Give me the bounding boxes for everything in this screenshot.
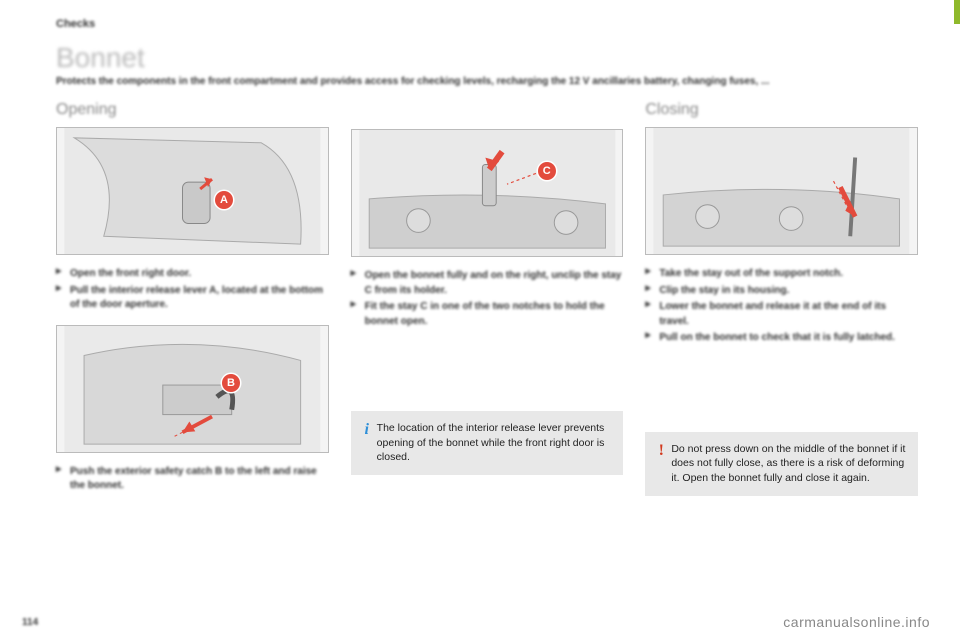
subtitle-closing: Closing [645,101,918,119]
warn-note-text: Do not press down on the middle of the b… [671,442,908,486]
info-icon: i [357,421,377,439]
step-item: Pull the interior release lever A, locat… [56,284,329,313]
section-label: Checks [56,18,918,30]
badge-a: A [215,191,233,209]
badge-b: B [222,374,240,392]
steps-right: Take the stay out of the support notch. … [645,267,918,348]
page-number: 114 [22,617,38,628]
figure-a-svg [57,128,328,254]
col-right: Closing Take the stay out of the support… [645,101,918,506]
steps-left-1: Open the front right door. Pull the inte… [56,267,329,315]
step-item: Clip the stay in its housing. [645,284,918,299]
step-item: Open the bonnet fully and on the right, … [351,269,624,298]
step-item: Take the stay out of the support notch. [645,267,918,282]
figure-d-svg [646,128,917,254]
info-note-text: The location of the interior release lev… [377,421,614,465]
step-item: Open the front right door. [56,267,329,282]
figure-d [645,127,918,255]
spacer [645,358,918,422]
figure-b: B [56,325,329,453]
manual-page: Checks Bonnet Protects the components in… [0,0,960,640]
badge-c: C [538,162,556,180]
warn-note: ! Do not press down on the middle of the… [645,432,918,496]
content-columns: Opening A Open the front right door. Pul… [56,101,918,506]
step-item: Lower the bonnet and release it at the e… [645,300,918,329]
accent-bar [954,0,960,24]
page-title: Bonnet [56,42,918,74]
steps-middle: Open the bonnet fully and on the right, … [351,269,624,331]
warn-icon: ! [651,442,671,460]
subtitle-opening: Opening [56,101,329,119]
step-item: Fit the stay C in one of the two notches… [351,300,624,329]
col-middle: C Open the bonnet fully and on the right… [351,101,624,506]
col-left: Opening A Open the front right door. Pul… [56,101,329,506]
figure-c-svg [352,130,623,256]
step-item: Pull on the bonnet to check that it is f… [645,331,918,346]
watermark: carmanualsonline.info [783,614,930,630]
spacer [351,341,624,401]
step-item: Push the exterior safety catch B to the … [56,465,329,494]
steps-left-2: Push the exterior safety catch B to the … [56,465,329,496]
info-note: i The location of the interior release l… [351,411,624,475]
figure-b-svg [57,326,328,452]
spacer [351,101,624,129]
page-intro: Protects the components in the front com… [56,76,918,87]
figure-a: A [56,127,329,255]
figure-c: C [351,129,624,257]
